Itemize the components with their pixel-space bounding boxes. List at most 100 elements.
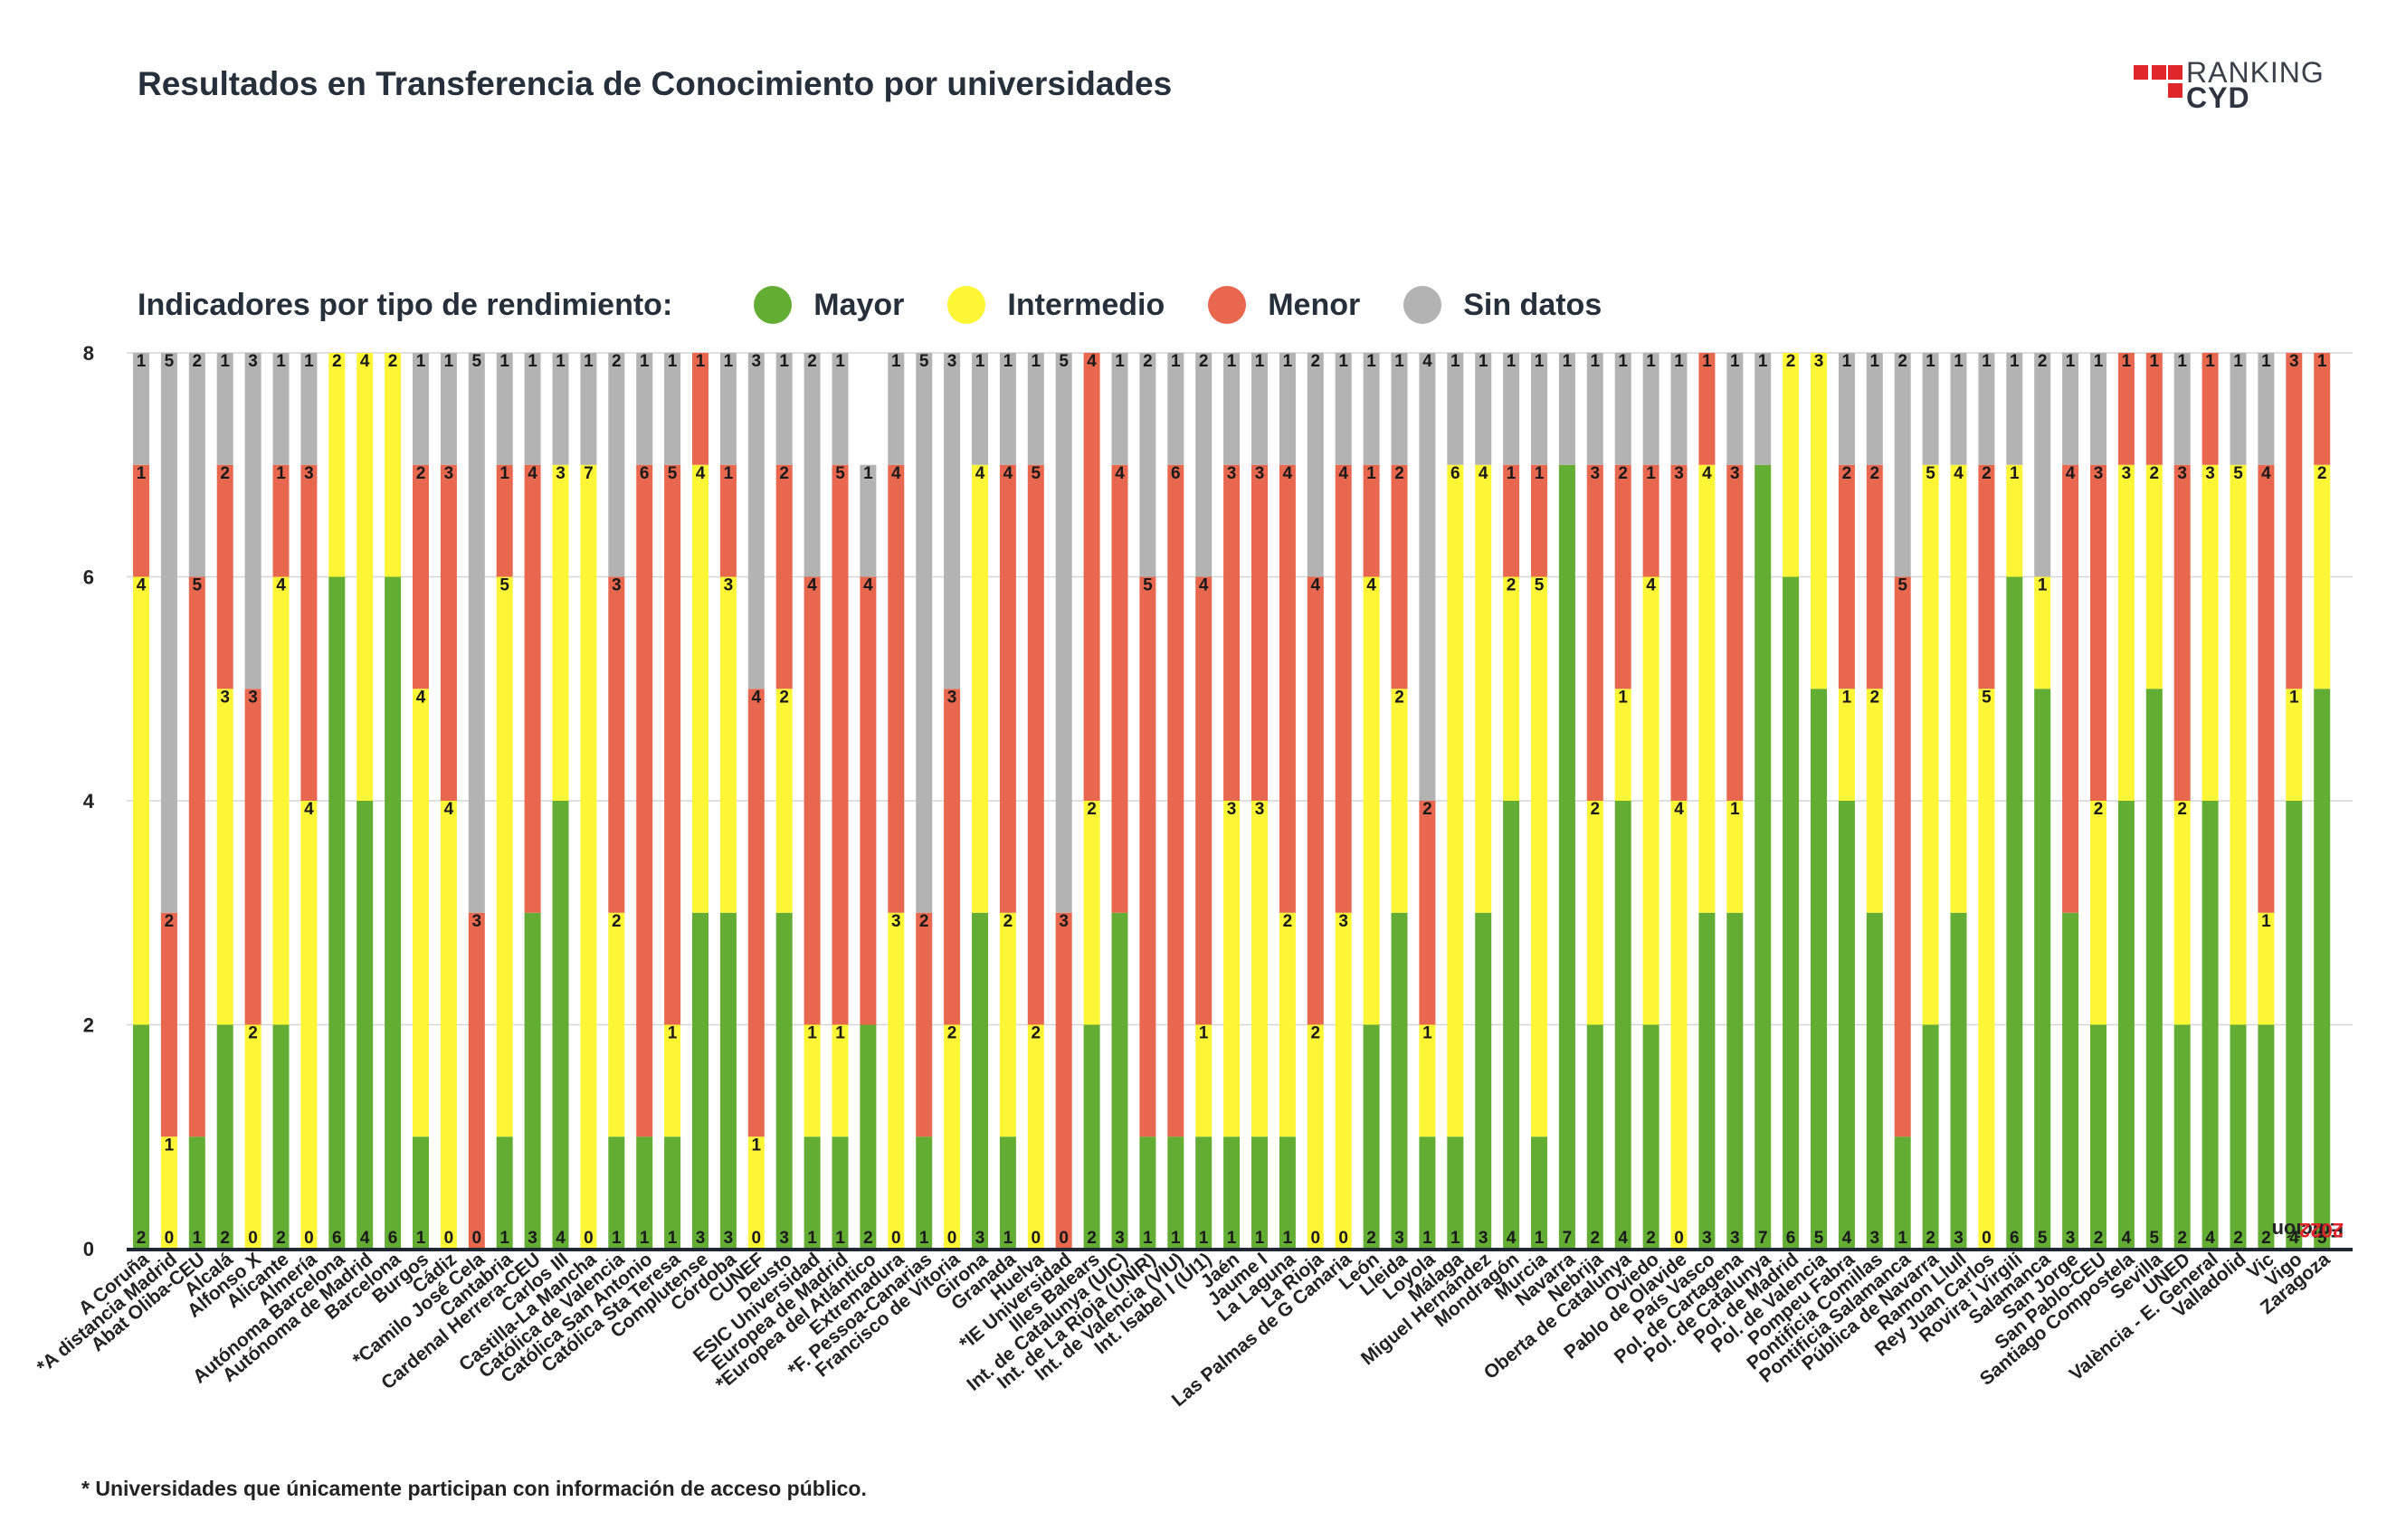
- data-label: 2: [1926, 1229, 1935, 1248]
- bar-segment: [1195, 576, 1213, 1025]
- data-label: 4: [2205, 1229, 2215, 1248]
- bar-segment: [2314, 464, 2331, 689]
- data-label: 1: [2261, 912, 2271, 931]
- bar-segment: [1726, 353, 1744, 465]
- bar-segment: [747, 353, 765, 689]
- data-label: 1: [1870, 352, 1880, 371]
- bar-segment: [944, 689, 961, 1025]
- data-label: 4: [975, 464, 985, 483]
- bar-segment: [1251, 1136, 1268, 1249]
- bar-segment: [1055, 912, 1072, 1249]
- data-label: 4: [528, 464, 537, 483]
- data-label: 3: [1730, 1229, 1740, 1248]
- bar-segment: [2117, 801, 2135, 1249]
- bar-segment: [664, 1136, 681, 1249]
- bar-segment: [216, 689, 233, 1025]
- data-label: 4: [556, 1229, 566, 1248]
- data-label: 1: [304, 352, 314, 371]
- data-label: 3: [1591, 464, 1601, 483]
- data-label: 1: [2177, 352, 2187, 371]
- logo-text-ranking: RANKING: [2186, 56, 2325, 89]
- bar-segment: [1027, 1024, 1044, 1249]
- bar-segment: [440, 801, 457, 1249]
- bar-segment: [2258, 464, 2275, 913]
- data-label: 1: [975, 352, 985, 371]
- data-label: 2: [1842, 464, 1852, 483]
- data-label: 1: [1646, 352, 1656, 371]
- data-label: 3: [444, 464, 454, 483]
- bar-segment: [1614, 353, 1631, 465]
- bar-segment: [804, 1024, 821, 1137]
- data-label: 3: [1479, 1229, 1488, 1248]
- data-label: 1: [724, 464, 734, 483]
- data-label: 4: [1618, 1229, 1628, 1248]
- data-label: 3: [2177, 464, 2187, 483]
- bar-segment: [1978, 353, 1995, 465]
- data-label: 3: [1255, 800, 1265, 819]
- data-label: 2: [1032, 1024, 1041, 1043]
- data-label: 6: [388, 1229, 398, 1248]
- bar-segment: [2062, 353, 2079, 465]
- bar-segment: [916, 912, 933, 1137]
- bar-segment: [1614, 801, 1631, 1249]
- chart-title: Resultados en Transferencia de Conocimie…: [138, 65, 1173, 102]
- data-label: 3: [556, 464, 566, 483]
- bar-segment: [2202, 353, 2219, 465]
- bar-segment: [1558, 464, 1575, 1249]
- data-label: 3: [2205, 464, 2215, 483]
- data-label: 1: [1255, 352, 1265, 371]
- bar-segment: [1670, 464, 1688, 801]
- bar-segment: [1139, 1136, 1156, 1249]
- bar-segment: [1531, 576, 1547, 1137]
- logo-square-icon: [2168, 65, 2183, 80]
- data-label: 2: [779, 688, 789, 707]
- legend-label-mayor: Mayor: [813, 287, 905, 322]
- bar-segment: [2006, 576, 2023, 1249]
- bar-segment: [608, 1136, 625, 1249]
- data-label: 1: [1450, 352, 1460, 371]
- data-label: 4: [1003, 464, 1013, 483]
- data-label: 2: [1591, 1229, 1601, 1248]
- data-label: 1: [1338, 352, 1348, 371]
- bar-segment: [1111, 353, 1128, 465]
- data-label: 4: [137, 576, 147, 595]
- bar-segment: [719, 464, 737, 577]
- x-tick-label: *A distancia Madrid: [33, 1249, 181, 1377]
- data-label: 2: [807, 352, 817, 371]
- bar-segment: [719, 576, 737, 913]
- bar-segment: [1586, 801, 1603, 1025]
- data-label: 3: [1814, 352, 1824, 371]
- bar-segment: [524, 464, 541, 913]
- data-label: 1: [220, 352, 230, 371]
- data-label: 1: [499, 1229, 509, 1248]
- bar-segment: [860, 464, 877, 577]
- bar-segment: [413, 353, 429, 465]
- data-label: 3: [528, 1229, 537, 1248]
- data-label: 1: [835, 1229, 845, 1248]
- bar-segment: [2202, 464, 2219, 801]
- data-label: 1: [779, 352, 789, 371]
- bar-segment: [999, 464, 1016, 913]
- bar-segment: [1586, 353, 1603, 465]
- bar-segment: [1055, 353, 1072, 913]
- bar-segment: [385, 576, 402, 1249]
- bar-segment: [133, 1024, 149, 1249]
- bar-segment: [1950, 464, 1967, 913]
- data-label: 1: [2205, 352, 2215, 371]
- data-label: 1: [1535, 464, 1545, 483]
- bar-segment: [1251, 353, 1268, 465]
- bar-segment: [580, 353, 597, 465]
- bar-segment: [888, 912, 905, 1249]
- bar-segment: [2034, 576, 2051, 689]
- data-label: 2: [1087, 1229, 1097, 1248]
- bar-segment: [1027, 464, 1044, 1025]
- bar-segment: [1335, 464, 1352, 913]
- bar-segment: [216, 353, 233, 465]
- bar-segment: [160, 1136, 177, 1249]
- data-label: 3: [1059, 912, 1069, 931]
- data-label: 3: [1954, 1229, 1964, 1248]
- data-label: 1: [1926, 352, 1935, 371]
- data-label: 4: [276, 576, 286, 595]
- legend-label: Indicadores por tipo de rendimiento:: [138, 287, 673, 322]
- data-label: 4: [1507, 1229, 1517, 1248]
